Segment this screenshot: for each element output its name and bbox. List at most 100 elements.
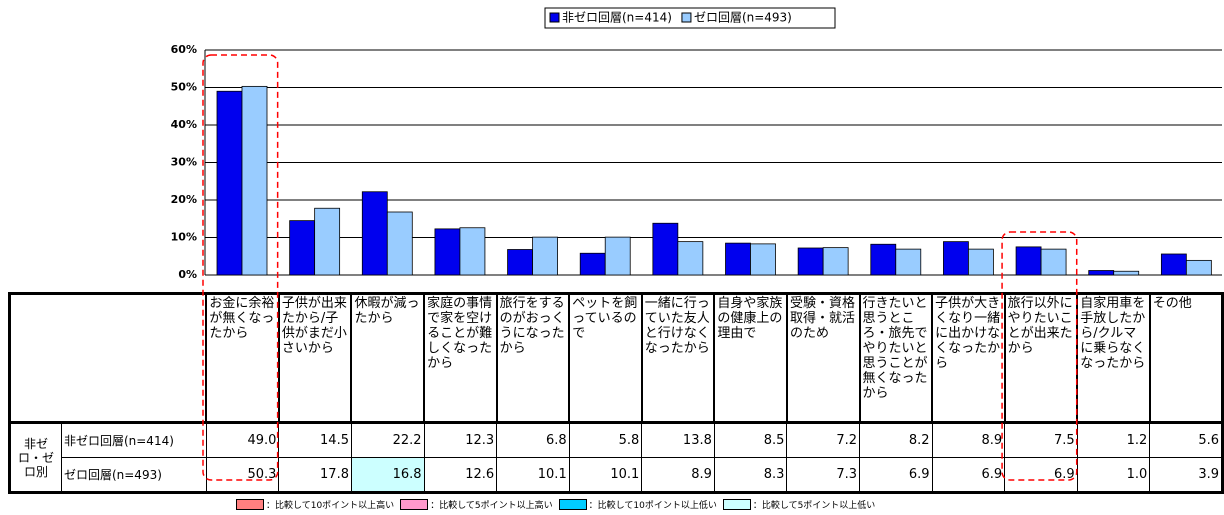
value-cell: 5.6 [1149,422,1223,458]
value-cell: 7.3 [786,457,861,493]
category-label: 家庭の事情で家を空けることが難しくなったから [423,293,498,423]
bar [797,247,824,276]
bar [652,222,679,276]
value-cell: 5.8 [568,422,643,458]
category-label: 旅行をするのがおっくうになったから [495,293,571,423]
value-cell: 8.9 [641,457,715,493]
bar [822,247,849,276]
value-cell: 8.9 [931,422,1006,458]
value-cell: 17.8 [278,457,352,493]
bar [1088,270,1115,276]
value-cell: 6.9 [1004,457,1078,493]
bar [943,241,969,276]
value-cell: 12.3 [423,422,498,458]
value-cell: 49.0 [205,422,280,458]
value-cell: 22.2 [350,422,425,458]
bar [870,243,897,276]
value-cell: 6.8 [496,422,570,458]
value-cell: 6.9 [859,457,933,493]
value-cell: 8.3 [713,457,788,493]
bar [361,191,388,276]
bar [968,248,994,276]
value-cell: 16.8 [350,457,425,493]
bar [677,241,704,276]
value-cell: 7.2 [786,422,861,458]
bar [434,228,461,276]
y-tick-label: 20% [171,193,197,206]
value-cell: 8.2 [859,422,933,458]
bar [1040,248,1067,276]
bar [1015,246,1042,276]
bar [750,243,776,276]
highlight-key: ：比較して10ポイント以上高い ：比較して5ポイント以上高い ：比較して10ポイント… [230,498,875,511]
bar [241,85,268,276]
value-cell: 10.1 [496,457,570,493]
value-cell: 50.3 [205,457,280,493]
legend-label: ゼロ回層(n=493) [694,11,792,25]
bar [507,249,533,276]
header-row: お金に余裕が無くなったから 子供が出来たから/子供がまだ小さいから 休暇が減ったから… [9,293,1224,423]
key-label: ：比較して10ポイント以上低い [588,501,717,511]
value-cell: 14.5 [278,422,352,458]
data-table: お金に余裕が無くなったから 子供が出来たから/子供がまだ小さいから 休暇が減ったから… [8,292,1224,494]
category-label: ペットを飼っているので [568,293,643,423]
key-swatch [558,499,587,510]
row-label: ゼロ回層(n=493) [60,457,207,493]
key-swatch [400,499,429,510]
bar [579,252,606,276]
legend-swatch [681,12,692,23]
value-cell: 8.5 [713,422,788,458]
bar [459,227,486,276]
category-label: 自身や家族の健康上の理由で [713,293,788,423]
key-label: ：比較して10ポイント以上高い [266,501,395,511]
bar [532,236,558,276]
category-label: 行きたいと思うところ・旅先でやりたいと思うことが無くなったから [858,293,934,423]
y-tick-label: 0% [178,268,197,281]
y-tick-label: 10% [171,231,197,244]
legend-swatch [549,12,560,23]
bar [1160,253,1187,276]
bar [386,211,413,276]
y-tick-label: 40% [171,118,197,131]
bar [604,236,631,276]
key-swatch [722,499,751,510]
category-label: 受験・資格取得・就活のため [785,293,861,423]
bar [1185,259,1212,276]
value-cell: 1.0 [1076,457,1151,493]
data-row: 非ゼロ・ゼロ別 非ゼロ回層(n=414) 49.0 14.5 22.2 12.3 6.8 5.… [9,422,1223,493]
bar [289,220,316,276]
y-tick-label: 30% [171,156,197,169]
category-label: 一緒に行っていた友人と行けなくなったから [640,293,716,423]
category-label: お金に余裕が無くなったから [205,293,280,423]
value-cell: 7.5 [1004,422,1078,458]
legend-label: 非ゼロ回層(n=414) [562,11,672,25]
value-cell: 3.9 [1149,457,1223,493]
value-cell: 1.2 [1076,422,1151,458]
y-tick-label: 50% [171,81,197,94]
bar [314,207,341,276]
category-label: 旅行以外にやりたいことが出来たから [1003,293,1079,423]
category-label: 自家用車を手放したから/クルマに乗らなくなったから [1076,293,1151,423]
corner-cell [9,293,208,423]
category-label: 休暇が減ったから [350,293,426,423]
value-cell: 13.8 [641,422,715,458]
key-label: ：比較して5ポイント以上高い [430,501,553,511]
key-swatch [236,499,264,510]
category-label: 子供が出来たから/子供がまだ小さいから [277,293,353,423]
value-cell: 6.9 [931,457,1006,493]
row-label: 非ゼロ回層(n=414) [60,422,207,458]
category-label: 子供が大きくなり一緒に出かけなくなったから [931,293,1006,423]
value-cell: 10.1 [568,457,643,493]
row-group-label: 非ゼロ・ゼロ別 [9,422,62,493]
category-label: その他 [1148,293,1224,423]
y-tick-label: 60% [171,43,197,56]
bar [895,248,922,276]
data-row: ゼロ回層(n=493) 50.3 17.8 16.8 12.6 10.1 10.1 8.9 8.… [10,457,1223,493]
value-cell: 12.6 [423,457,498,493]
bar [725,242,751,276]
key-label: ：比較して5ポイント以上低い [752,501,876,511]
legend: 非ゼロ回層(n=414) ゼロ回層(n=493) [544,7,836,29]
chart: 0% 10% 20% 30% 40% 50% 60% 非ゼロ回層(n=414) ゼロ回層(n=4… [171,7,1222,281]
bar [216,90,243,276]
